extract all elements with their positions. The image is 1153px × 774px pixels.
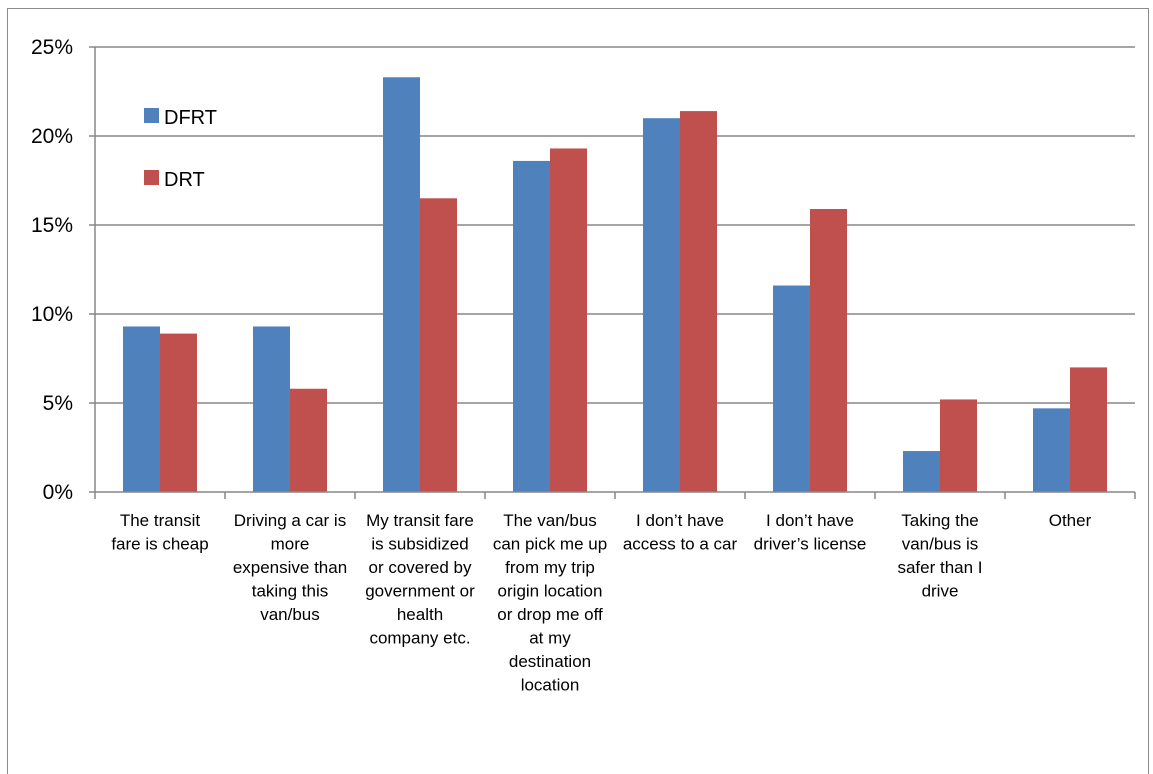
x-category-label: My transit fare is subsidized or covered b… — [365, 511, 475, 648]
x-category-label: The transit fare is cheap — [111, 511, 208, 554]
bar-dfrt-6 — [903, 451, 940, 492]
legend-label-dfrt: DFRT — [164, 107, 217, 129]
bar-drt-1 — [290, 388, 327, 492]
legend-label-drt: DRT — [164, 169, 205, 191]
legend: DFRT DRT — [144, 107, 217, 191]
x-category-label: I don’t have driver’s license — [754, 511, 867, 554]
bar-dfrt-2 — [383, 77, 420, 492]
bar-drt-0 — [160, 333, 197, 492]
bar-drt-5 — [810, 208, 847, 493]
y-tick-label: 25% — [31, 36, 73, 59]
legend-swatch-drt — [144, 170, 159, 185]
x-category-label: I don’t have access to a car — [623, 511, 738, 554]
bar-dfrt-1 — [253, 326, 290, 492]
legend-swatch-dfrt — [144, 108, 159, 123]
bar-dfrt-7 — [1033, 408, 1070, 492]
y-tick-label: 15% — [31, 214, 73, 237]
bar-dfrt-4 — [643, 118, 680, 492]
bar-drt-7 — [1070, 367, 1107, 492]
bars-layer — [123, 77, 1107, 493]
y-tick-label: 0% — [43, 481, 73, 504]
y-tick-label: 20% — [31, 125, 73, 148]
y-tick-label: 5% — [43, 392, 73, 415]
bar-dfrt-0 — [123, 326, 160, 492]
axis-layer: 0% 5% 10% 15% 20% 25% The transit fare is cheap… — [31, 36, 1136, 695]
grid-layer — [95, 46, 1135, 404]
x-category-label: Driving a car is more expensive than taking… — [233, 511, 347, 624]
bar-drt-6 — [940, 399, 977, 492]
x-category-label: The van/bus can pick me up from my trip ori… — [493, 511, 607, 695]
bar-drt-3 — [550, 148, 587, 492]
bar-dfrt-3 — [513, 160, 550, 493]
bar-drt-2 — [420, 198, 457, 493]
y-tick-label: 10% — [31, 303, 73, 326]
bar-dfrt-5 — [773, 285, 810, 492]
bar-drt-4 — [680, 111, 717, 492]
x-category-label: Other — [1049, 511, 1092, 530]
